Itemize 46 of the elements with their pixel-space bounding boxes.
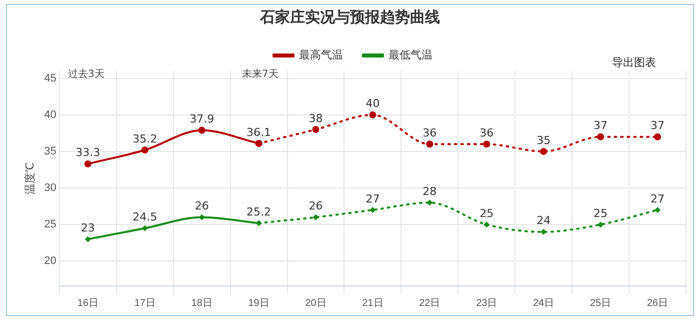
data-label: 38: [308, 112, 323, 125]
data-label: 27: [366, 192, 380, 206]
y-tick-label: 45: [44, 72, 56, 84]
x-tick-label: 16日: [77, 298, 98, 309]
data-label: 26: [308, 200, 323, 213]
y-tick-label: 25: [44, 218, 56, 231]
x-tick-label: 18日: [191, 298, 212, 309]
y-axis-title: 温度℃: [24, 162, 37, 194]
data-label: 36.1: [246, 126, 272, 139]
data-label: 28: [422, 184, 437, 198]
x-tick-label: 20日: [305, 298, 326, 309]
data-label: 25: [480, 206, 494, 220]
y-tick-label: 35: [44, 145, 56, 158]
x-tick-label: 24日: [533, 298, 554, 309]
chart-title: 石家庄实况与预报趋势曲线: [258, 8, 441, 27]
x-tick-label: 26日: [646, 298, 668, 309]
x-tick-label: 21日: [362, 298, 384, 309]
data-label: 37.9: [190, 112, 214, 126]
y-tick-label: 40: [44, 108, 56, 121]
data-label: 35: [536, 134, 551, 147]
data-label: 25.2: [246, 205, 272, 218]
data-label: 35.2: [132, 132, 158, 146]
x-tick-label: 23日: [476, 298, 498, 309]
data-label: 37: [594, 119, 608, 132]
data-label: 33.3: [76, 146, 100, 160]
data-label: 24.5: [132, 210, 158, 224]
annotation: 过去3天: [68, 68, 104, 81]
text: 导出图表: [612, 55, 656, 70]
x-tick-label: 25日: [590, 298, 612, 309]
data-label: 40: [366, 97, 380, 110]
data-label: 36: [422, 126, 437, 140]
data-label: 24: [536, 214, 551, 228]
x-tick-label: 17日: [134, 298, 156, 309]
y-tick-label: 20: [44, 255, 56, 268]
data-label: 36: [480, 126, 494, 140]
data-label: 26: [194, 200, 209, 213]
data-label: 25: [594, 206, 608, 220]
x-tick-label: 19日: [248, 298, 270, 309]
legend-label: 最低气温: [388, 50, 432, 62]
data-label: 27: [650, 192, 665, 206]
data-label: 23: [80, 222, 95, 235]
x-tick-label: 22日: [419, 298, 440, 309]
legend-label: 最高气温: [299, 48, 343, 62]
data-label: 37: [650, 119, 665, 132]
annotation: 未来7天: [242, 68, 278, 81]
y-tick-label: 30: [44, 182, 56, 194]
